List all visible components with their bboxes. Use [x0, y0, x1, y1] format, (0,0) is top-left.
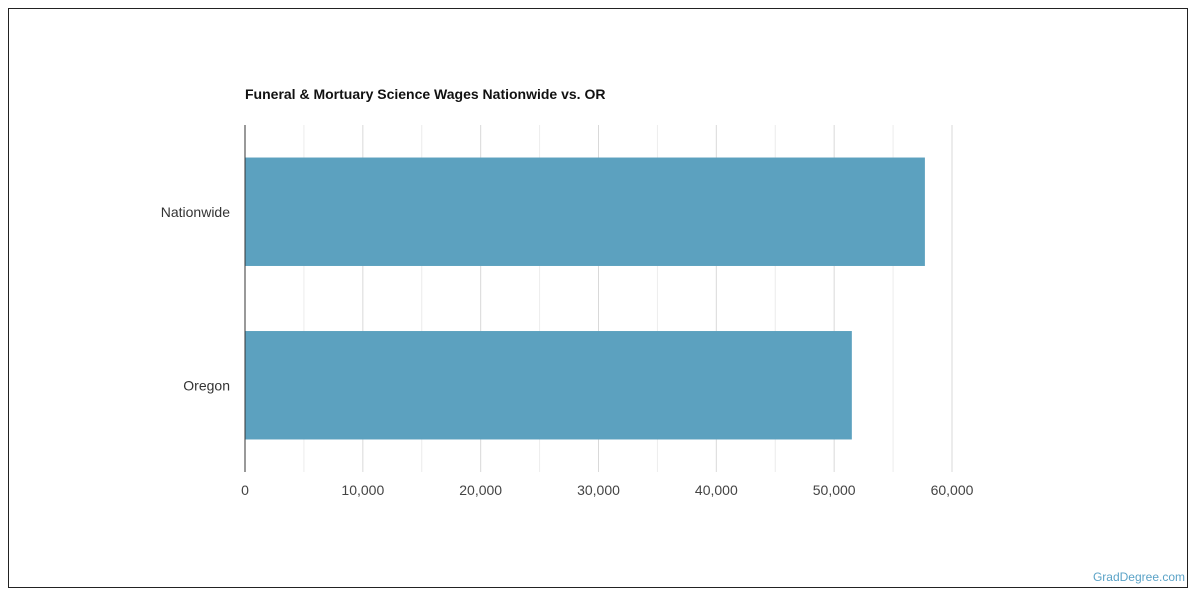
bar-layer	[245, 157, 925, 440]
x-tick-labels: 0 10,000 20,000 30,000 40,000 50,000 60,000	[241, 482, 974, 498]
category-labels: Nationwide Oregon	[161, 204, 230, 394]
watermark[interactable]: GradDegree.com	[1092, 570, 1185, 584]
x-tick-label: 10,000	[341, 482, 384, 498]
x-tick-label: 40,000	[695, 482, 738, 498]
category-label: Oregon	[183, 377, 230, 393]
chart-title: Funeral & Mortuary Science Wages Nationw…	[245, 86, 605, 102]
bar-oregon	[245, 331, 852, 440]
x-tick-label: 30,000	[577, 482, 620, 498]
bar-nationwide	[245, 157, 925, 266]
x-tick-label: 20,000	[459, 482, 502, 498]
category-label: Nationwide	[161, 204, 230, 220]
x-tick-label: 0	[241, 482, 249, 498]
x-tick-label: 60,000	[931, 482, 974, 498]
x-tick-label: 50,000	[813, 482, 856, 498]
